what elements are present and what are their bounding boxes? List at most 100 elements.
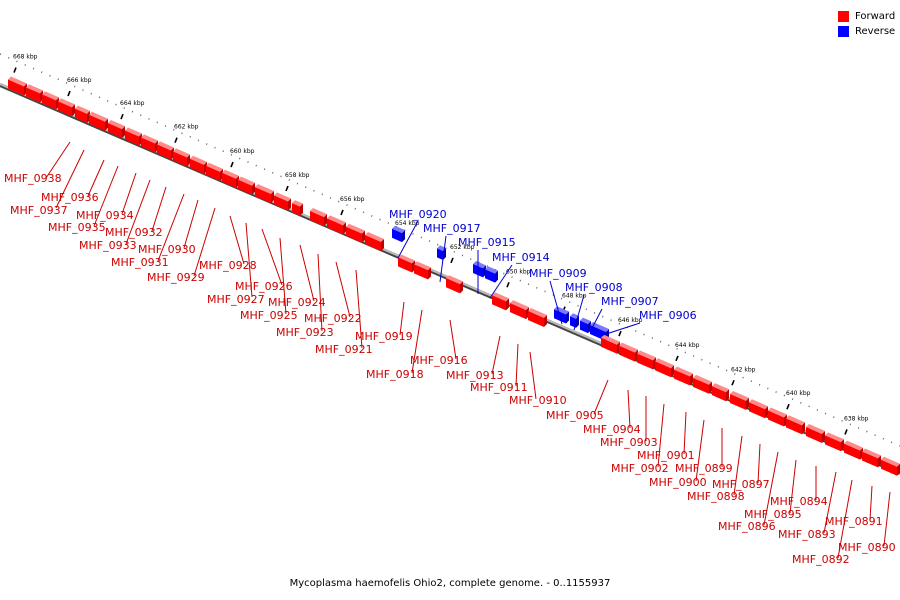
gene-label[interactable]: MHF_0896 <box>718 520 776 533</box>
gene-label[interactable]: MHF_0913 <box>446 369 504 382</box>
gene-label[interactable]: MHF_0911 <box>470 381 528 394</box>
gene-label[interactable]: MHF_0918 <box>366 368 424 381</box>
forward-gene-block[interactable] <box>528 307 547 327</box>
gene-label[interactable]: MHF_0924 <box>268 296 326 309</box>
gene-label[interactable]: MHF_0926 <box>235 280 293 293</box>
forward-gene-block[interactable] <box>255 184 274 204</box>
gene-label[interactable]: MHF_0920 <box>389 208 447 221</box>
forward-gene-block[interactable] <box>310 208 327 227</box>
forward-gene-block[interactable] <box>346 223 365 243</box>
gene-label[interactable]: MHF_0893 <box>778 528 836 541</box>
forward-gene-block[interactable] <box>637 350 656 370</box>
reverse-gene-block[interactable] <box>580 317 591 334</box>
gene-label[interactable]: MHF_0906 <box>639 309 697 322</box>
gene-label[interactable]: MHF_0890 <box>838 541 896 554</box>
forward-gene-block[interactable] <box>806 424 825 444</box>
reverse-gene-block[interactable] <box>473 261 486 278</box>
gene-label[interactable]: MHF_0894 <box>770 495 828 508</box>
forward-gene-block[interactable] <box>58 98 75 117</box>
gene-label[interactable]: MHF_0903 <box>600 436 658 449</box>
forward-gene-block[interactable] <box>844 440 863 460</box>
gene-label[interactable]: MHF_0933 <box>79 239 137 252</box>
forward-gene-block[interactable] <box>492 292 509 311</box>
gene-block-top <box>749 399 768 410</box>
forward-gene-block[interactable] <box>89 111 108 131</box>
gene-label[interactable]: MHF_0916 <box>410 354 468 367</box>
gene-label[interactable]: MHF_0909 <box>529 267 587 280</box>
gene-label[interactable]: MHF_0904 <box>583 423 641 436</box>
forward-gene-block[interactable] <box>274 192 291 211</box>
gene-label[interactable]: MHF_0892 <box>792 553 850 566</box>
gene-label[interactable]: MHF_0923 <box>276 326 334 339</box>
forward-gene-block[interactable] <box>173 148 190 167</box>
gene-label[interactable]: MHF_0921 <box>315 343 373 356</box>
gene-block-top <box>310 208 327 218</box>
forward-gene-block[interactable] <box>327 215 346 235</box>
gene-label[interactable]: MHF_0934 <box>76 209 134 222</box>
gene-label[interactable]: MHF_0928 <box>199 259 257 272</box>
gene-label[interactable]: MHF_0905 <box>546 409 604 422</box>
forward-gene-block[interactable] <box>108 120 125 139</box>
gene-leader-line <box>299 244 315 302</box>
forward-gene-block[interactable] <box>786 415 805 435</box>
gene-label[interactable]: MHF_0925 <box>240 309 298 322</box>
forward-gene-block[interactable] <box>881 456 900 476</box>
gene-label[interactable]: MHF_0902 <box>611 462 669 475</box>
forward-gene-block[interactable] <box>26 84 43 103</box>
gene-label[interactable]: MHF_0915 <box>458 236 516 249</box>
gene-label[interactable]: MHF_0901 <box>637 449 695 462</box>
gene-label[interactable]: MHF_0932 <box>105 226 163 239</box>
gene-label[interactable]: MHF_0927 <box>207 293 265 306</box>
gene-label[interactable]: MHF_0938 <box>4 172 62 185</box>
gene-label[interactable]: MHF_0919 <box>355 330 413 343</box>
forward-gene-block[interactable] <box>292 200 303 216</box>
forward-gene-block[interactable] <box>398 254 415 273</box>
gene-label[interactable]: MHF_0907 <box>601 295 659 308</box>
gene-block-face <box>414 264 428 280</box>
forward-gene-block[interactable] <box>768 407 787 427</box>
forward-gene-block[interactable] <box>8 76 27 96</box>
forward-gene-block[interactable] <box>141 134 158 153</box>
forward-gene-block[interactable] <box>712 383 729 402</box>
forward-gene-block[interactable] <box>157 141 174 160</box>
gene-label[interactable]: MHF_0910 <box>509 394 567 407</box>
forward-gene-block[interactable] <box>825 432 844 452</box>
forward-gene-block[interactable] <box>601 334 620 354</box>
gene-label[interactable]: MHF_0891 <box>825 515 883 528</box>
reverse-gene-block[interactable] <box>437 245 446 260</box>
forward-gene-block[interactable] <box>862 448 881 468</box>
forward-gene-block[interactable] <box>655 358 674 378</box>
forward-gene-block[interactable] <box>674 366 693 386</box>
forward-gene-block[interactable] <box>206 162 223 181</box>
gene-label[interactable]: MHF_0935 <box>48 221 106 234</box>
forward-gene-block[interactable] <box>693 374 712 394</box>
forward-gene-block[interactable] <box>365 231 384 251</box>
gene-label[interactable]: MHF_0898 <box>687 490 745 503</box>
gene-label[interactable]: MHF_0936 <box>41 191 99 204</box>
forward-gene-block[interactable] <box>222 169 239 188</box>
gene-label[interactable]: MHF_0908 <box>565 281 623 294</box>
forward-gene-block[interactable] <box>619 342 638 362</box>
gene-label[interactable]: MHF_0937 <box>10 204 68 217</box>
reverse-gene-block[interactable] <box>392 225 405 243</box>
gene-label[interactable]: MHF_0895 <box>744 508 802 521</box>
forward-gene-block[interactable] <box>510 300 529 320</box>
forward-gene-block[interactable] <box>446 275 463 294</box>
reverse-gene-block[interactable] <box>485 266 498 283</box>
forward-gene-block[interactable] <box>730 390 749 410</box>
forward-gene-block[interactable] <box>42 91 59 110</box>
forward-gene-block[interactable] <box>190 155 207 174</box>
gene-label[interactable]: MHF_0897 <box>712 478 770 491</box>
gene-label[interactable]: MHF_0930 <box>138 243 196 256</box>
gene-label[interactable]: MHF_0922 <box>304 312 362 325</box>
gene-label[interactable]: MHF_0917 <box>423 222 481 235</box>
gene-label[interactable]: MHF_0929 <box>147 271 205 284</box>
forward-gene-block[interactable] <box>238 176 255 195</box>
gene-label[interactable]: MHF_0899 <box>675 462 733 475</box>
forward-gene-block[interactable] <box>125 127 142 146</box>
forward-gene-block[interactable] <box>414 261 431 280</box>
gene-label[interactable]: MHF_0914 <box>492 251 550 264</box>
gene-label[interactable]: MHF_0931 <box>111 256 169 269</box>
forward-gene-block[interactable] <box>749 399 768 419</box>
gene-label[interactable]: MHF_0900 <box>649 476 707 489</box>
